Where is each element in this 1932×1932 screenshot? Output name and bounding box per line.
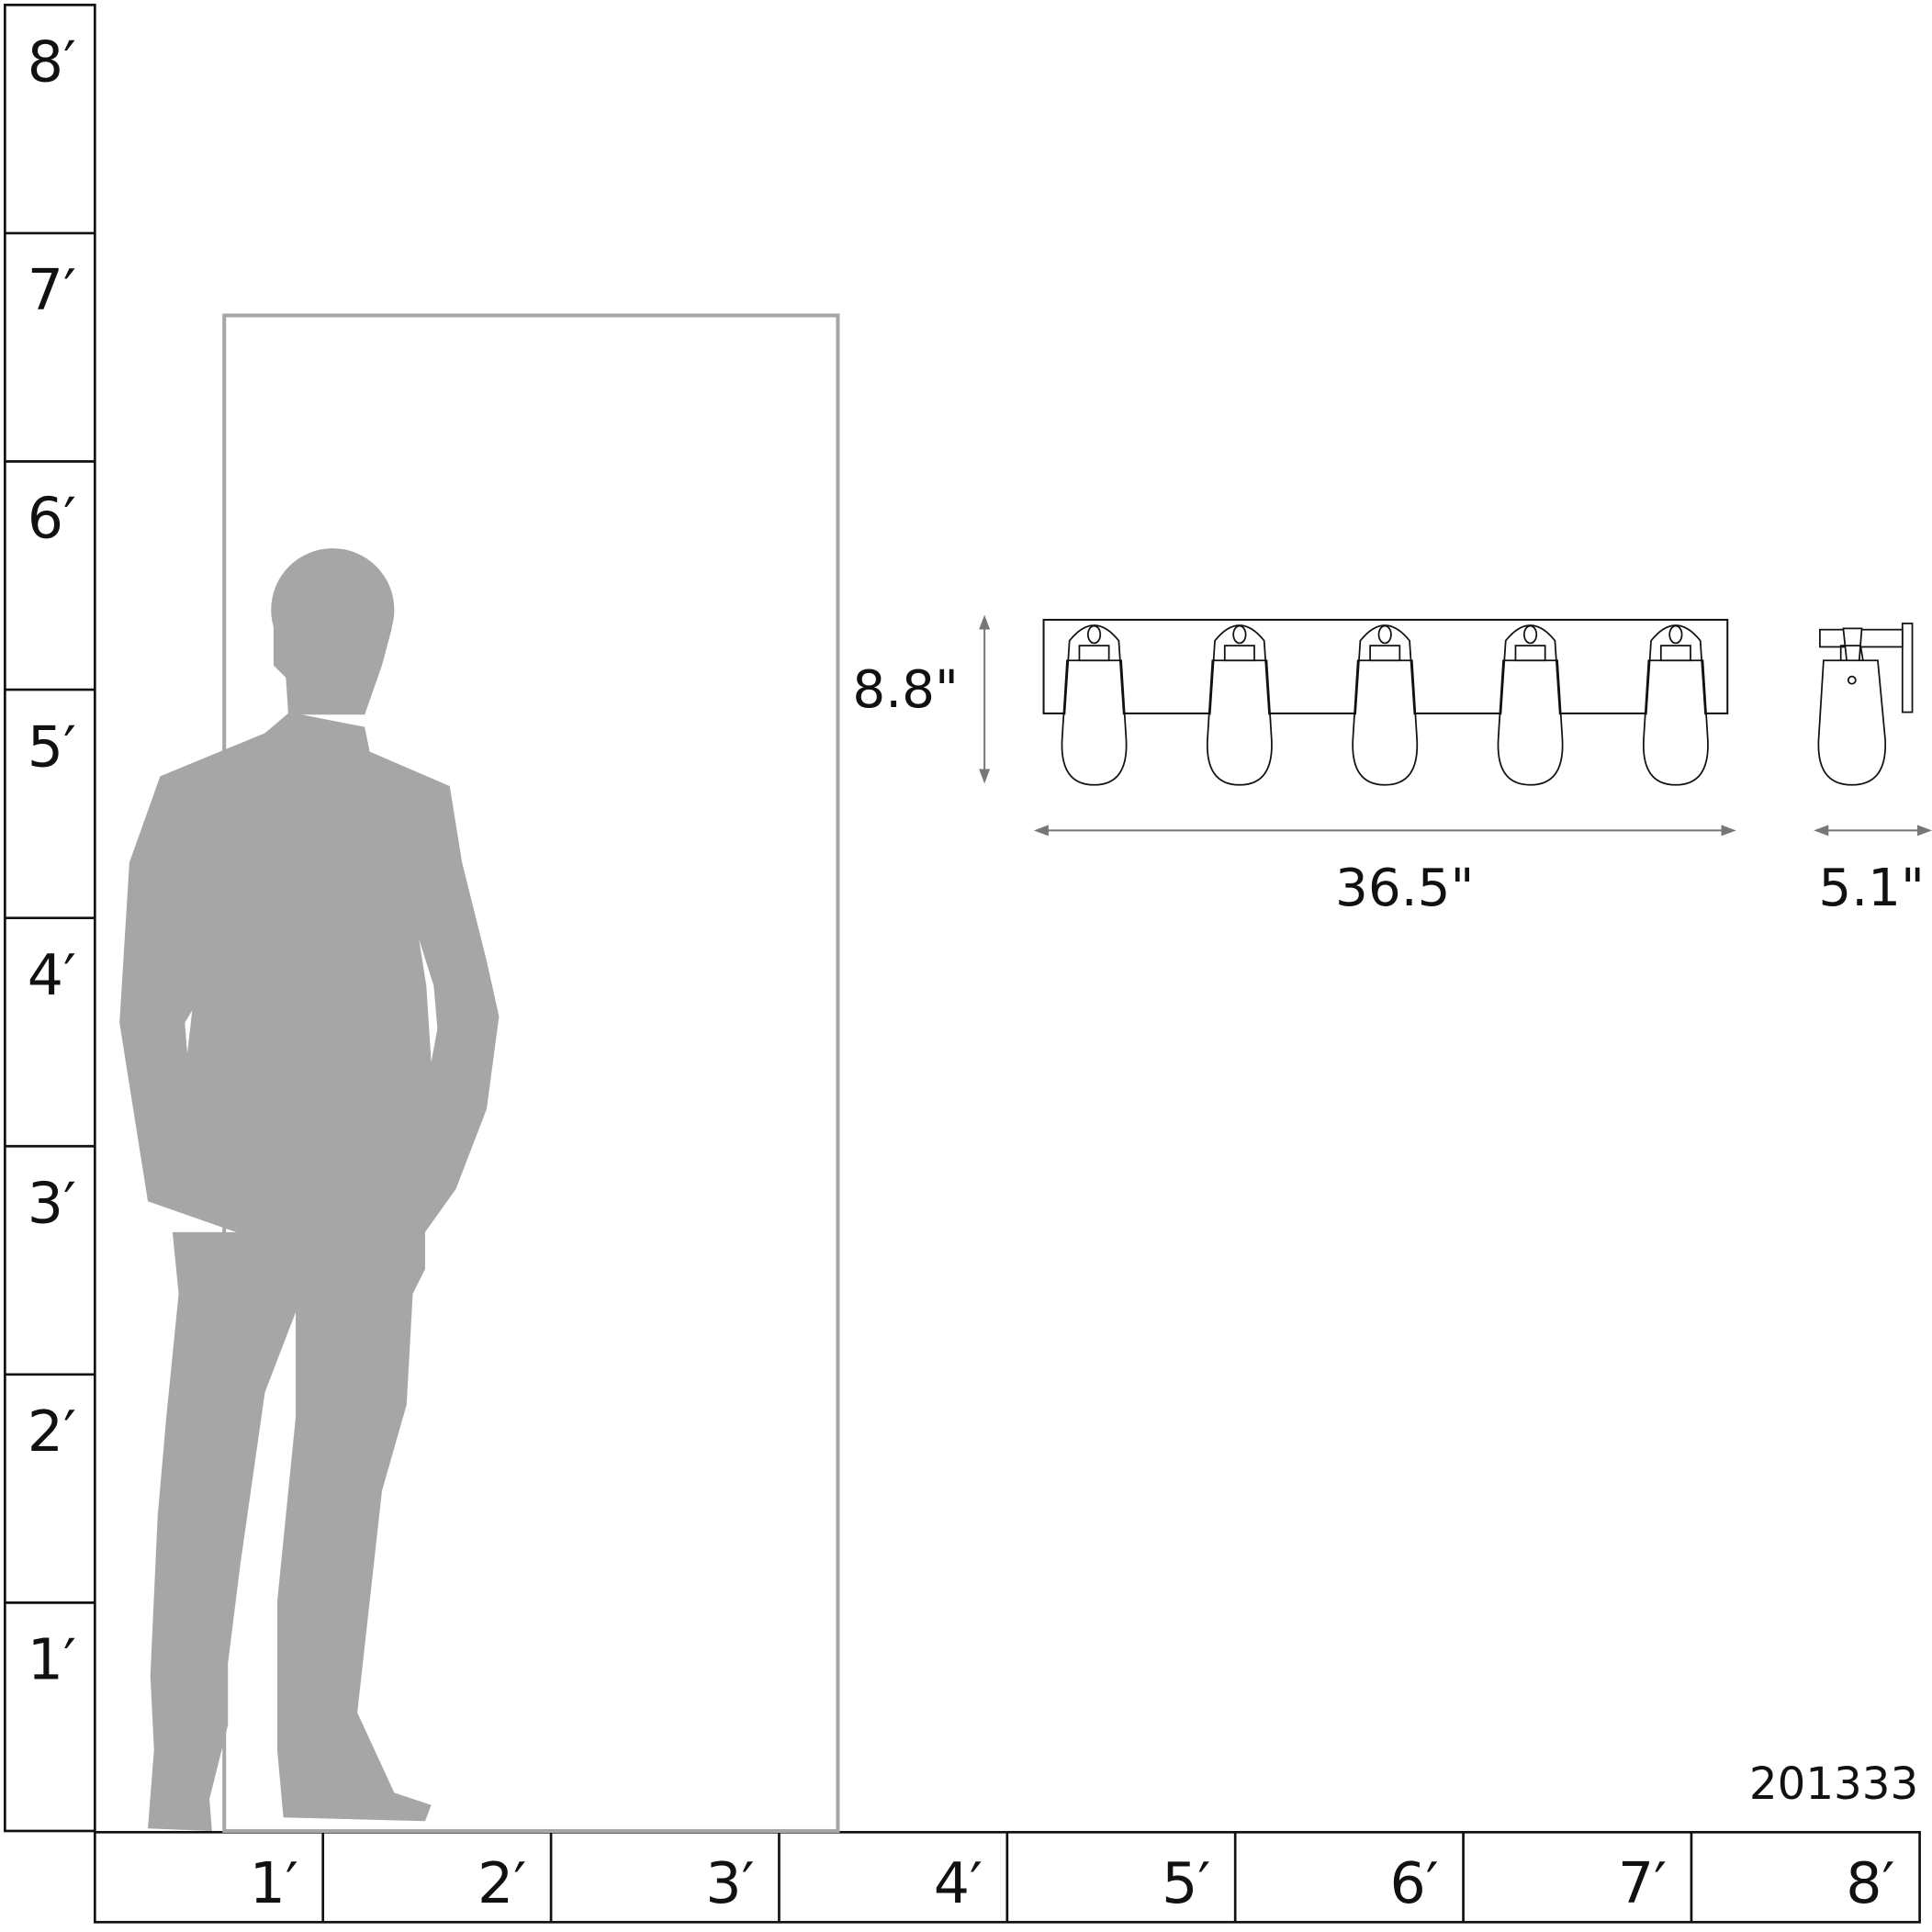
vertical-ruler-label: 3′ — [28, 1170, 76, 1236]
vertical-ruler-label: 5′ — [28, 713, 76, 780]
horizontal-ruler: 1′ 2′ 3′ 4′ 5′ 6′ 7′ 8′ — [93, 1830, 1921, 1924]
vertical-ruler-label: 6′ — [28, 486, 76, 552]
width-dimension-label: 36.5" — [1335, 859, 1474, 918]
horizontal-ruler-label: 7′ — [1618, 1850, 1667, 1916]
light-shade — [1207, 624, 1273, 786]
height-dimension-label: 8.8" — [852, 660, 959, 720]
person-silhouette — [119, 548, 500, 1831]
vertical-ruler-label: 4′ — [28, 942, 76, 1008]
horizontal-ruler-label: 8′ — [1846, 1850, 1894, 1916]
vertical-ruler-label: 8′ — [28, 29, 76, 95]
product-id: 201333 — [1749, 1758, 1918, 1810]
vertical-ruler-label: 7′ — [28, 257, 76, 323]
horizontal-ruler-label: 1′ — [250, 1850, 298, 1916]
light-shade — [1497, 624, 1564, 786]
horizontal-ruler-label: 2′ — [477, 1850, 526, 1916]
horizontal-ruler-label: 4′ — [934, 1850, 983, 1916]
horizontal-ruler-label: 5′ — [1162, 1850, 1210, 1916]
vertical-ruler-label: 1′ — [28, 1627, 76, 1693]
light-shade — [1643, 624, 1709, 786]
light-fixture-side-view — [1817, 623, 1914, 786]
arm-gap — [185, 1010, 193, 1054]
horizontal-ruler-label: 3′ — [705, 1850, 754, 1916]
depth-dimension-label: 5.1" — [1818, 859, 1925, 918]
light-fixture-front-view — [1042, 618, 1729, 786]
horizontal-ruler-label: 6′ — [1389, 1850, 1438, 1916]
light-shade — [1061, 624, 1128, 786]
light-shade — [1352, 624, 1419, 786]
vertical-ruler: 8′ 7′ 6′ 5′ 4′ 3′ 2′ 1′ — [4, 4, 96, 1833]
arm-gap — [419, 938, 438, 1062]
vertical-ruler-label: 2′ — [28, 1398, 76, 1465]
